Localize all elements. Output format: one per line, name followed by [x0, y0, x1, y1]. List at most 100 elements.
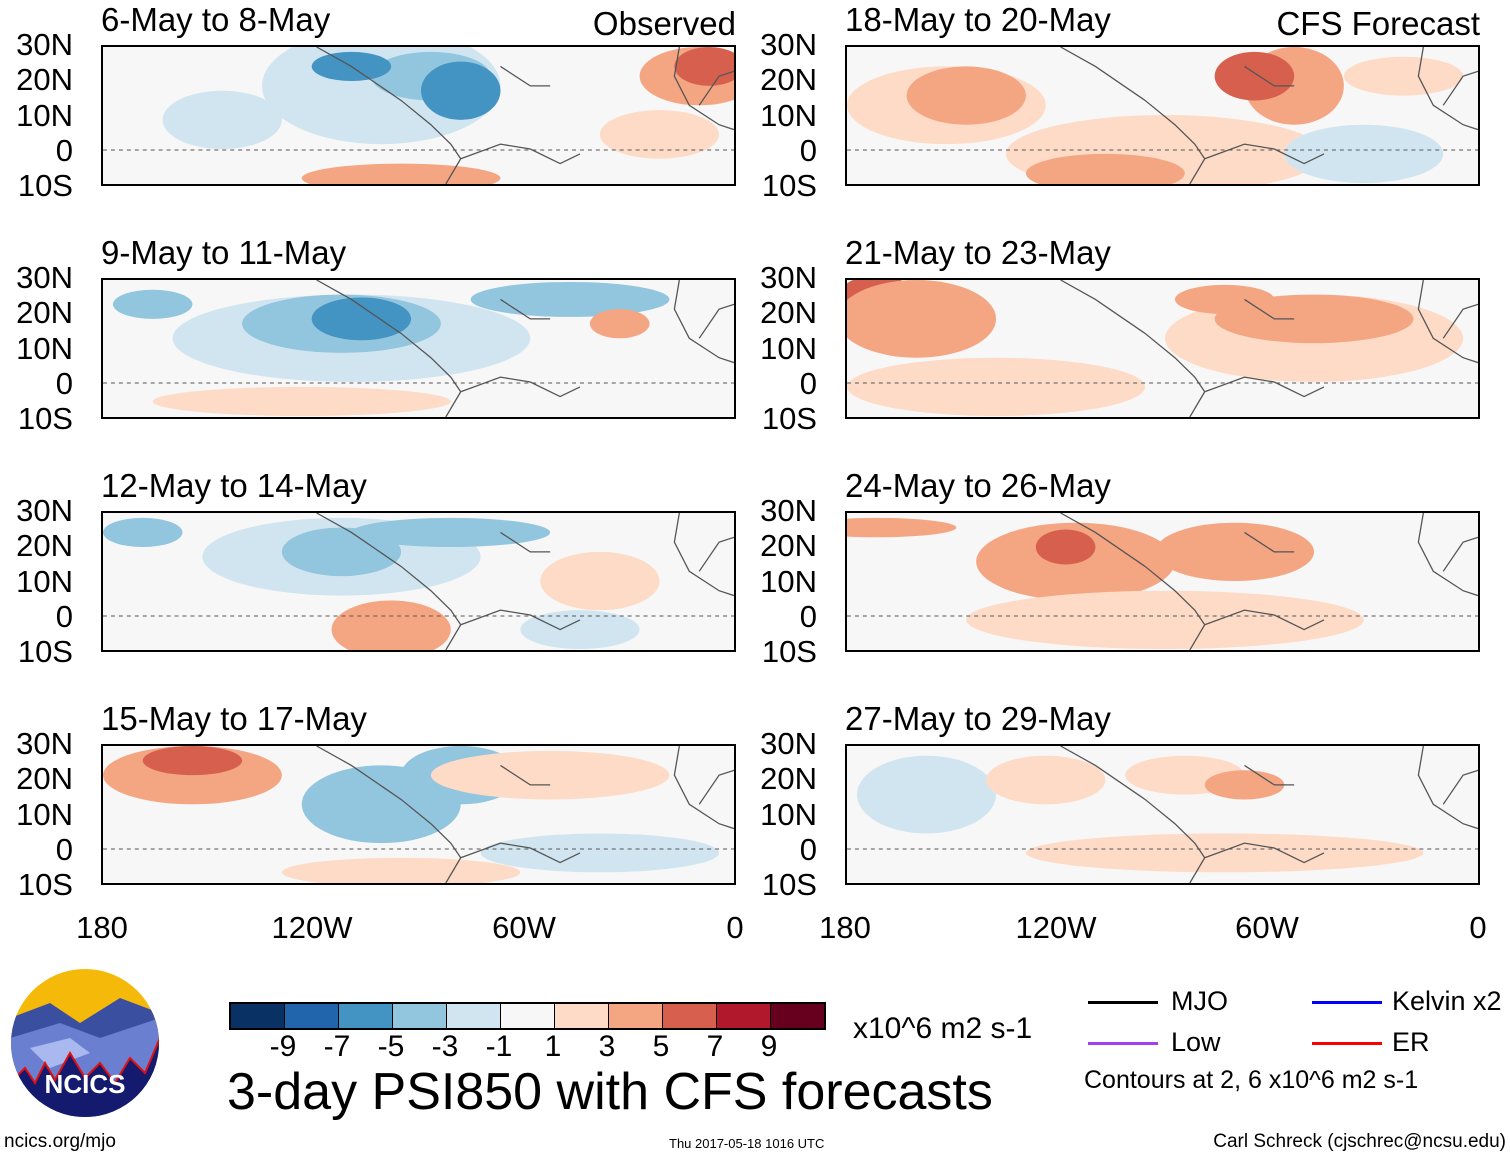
colorbar-swatch — [231, 1004, 285, 1028]
anomaly-region — [589, 309, 650, 339]
panel-title: 15-May to 17-May — [101, 700, 367, 737]
anomaly-region — [311, 297, 412, 341]
legend-mjo-line — [1088, 1001, 1158, 1004]
lon-label: 0 — [726, 910, 744, 945]
colorbar-swatch — [555, 1004, 609, 1028]
lat-label: 20N — [16, 528, 73, 564]
map-panel — [845, 45, 1480, 186]
anomaly-region — [301, 163, 501, 184]
lat-label: 20N — [16, 295, 73, 331]
footer-author: Carl Schreck (cjschrec@ncsu.edu) — [1213, 1131, 1506, 1152]
legend-low-label: Low — [1171, 1027, 1221, 1057]
legend-mjo-label: MJO — [1171, 986, 1228, 1016]
lat-label: 10S — [761, 168, 817, 204]
lon-label: 0 — [1469, 910, 1487, 945]
anomaly-region — [1284, 124, 1444, 184]
anomaly-region — [1035, 529, 1096, 565]
anomaly-region — [847, 280, 997, 358]
anomaly-region — [430, 750, 670, 800]
colorbar-units: x10^6 m2 s-1 — [853, 1012, 1033, 1045]
lon-label: 120W — [1015, 910, 1097, 945]
anomaly-region — [847, 517, 957, 538]
lon-label: 120W — [271, 910, 353, 945]
colorbar-swatch — [501, 1004, 555, 1028]
map-panel — [845, 278, 1480, 419]
map-panel — [101, 278, 736, 419]
lat-label: 20N — [760, 528, 817, 564]
anomaly-region — [420, 61, 501, 120]
lat-label: 30N — [16, 493, 73, 528]
figure-title: 3-day PSI850 with CFS forecasts — [227, 1063, 993, 1121]
lon-label: 180 — [76, 910, 128, 945]
lat-label: 30N — [760, 726, 817, 761]
anomaly-region — [966, 590, 1364, 650]
lat-label: 0 — [55, 132, 73, 168]
anomaly-region — [152, 386, 451, 417]
lat-label: 10N — [16, 330, 73, 366]
colorbar-tick-label: -3 — [431, 1030, 459, 1063]
coastline — [316, 746, 734, 883]
coastline — [1060, 280, 1478, 417]
colorbar-swatch — [447, 1004, 501, 1028]
panel-title: 21-May to 23-May — [845, 234, 1111, 271]
panel-title: 6-May to 8-May — [101, 1, 331, 38]
legend-er-label: ER — [1392, 1027, 1430, 1057]
map-panel — [101, 511, 736, 652]
colorbar-swatch — [339, 1004, 393, 1028]
anomaly-region — [1025, 153, 1185, 184]
panel-title: 9-May to 11-May — [101, 234, 347, 271]
panel-label: Observed — [592, 5, 736, 42]
anomaly-region — [847, 357, 1146, 417]
anomaly-region — [103, 517, 183, 548]
lat-label: 10S — [761, 867, 817, 903]
lat-label: 10N — [16, 563, 73, 599]
colorbar-tick-label: -9 — [269, 1030, 297, 1063]
anomaly-region — [162, 90, 282, 150]
map-panel — [101, 744, 736, 885]
contour-note: Contours at 2, 6 x10^6 m2 s-1 — [1084, 1066, 1419, 1094]
anomaly-region — [331, 600, 451, 650]
lat-label: 10N — [760, 330, 817, 366]
lat-label: 0 — [55, 831, 73, 867]
lat-label: 0 — [799, 132, 817, 168]
panel-title: 18-May to 20-May — [845, 1, 1111, 38]
colorbar-swatch — [717, 1004, 771, 1028]
anomaly-region — [470, 281, 670, 317]
lat-label: 30N — [760, 27, 817, 62]
lat-label: 10S — [17, 867, 73, 903]
anomaly-region — [1155, 522, 1315, 582]
footer-timestamp: Thu 2017-05-18 1016 UTC — [669, 1136, 825, 1151]
anomaly-region — [540, 551, 660, 611]
anomaly-region — [599, 110, 720, 159]
anomaly-region — [351, 517, 551, 548]
lat-label: 10N — [16, 97, 73, 133]
lat-label: 30N — [16, 27, 73, 62]
anomaly-region — [1025, 833, 1424, 873]
lat-label: 30N — [760, 260, 817, 295]
lat-label: 10N — [760, 563, 817, 599]
lat-label: 10S — [761, 634, 817, 670]
lat-label: 30N — [16, 260, 73, 295]
legend-low-line — [1088, 1042, 1158, 1045]
map-panel — [101, 45, 736, 186]
map-panel — [845, 744, 1480, 885]
footer-url[interactable]: ncics.org/mjo — [4, 1131, 116, 1152]
anomaly-region — [1204, 770, 1285, 800]
lat-label: 0 — [799, 365, 817, 401]
legend-kelvin-label: Kelvin x2 — [1392, 986, 1502, 1016]
lon-label: 180 — [819, 910, 871, 945]
colorbar-swatch — [393, 1004, 447, 1028]
lat-label: 30N — [760, 493, 817, 528]
anomaly-region — [856, 755, 997, 834]
lat-label: 10S — [17, 634, 73, 670]
coastline — [1060, 746, 1478, 883]
coastline — [1060, 47, 1478, 184]
panel-label: CFS Forecast — [1276, 5, 1480, 42]
lon-label: 60W — [1235, 910, 1299, 945]
anomaly-region — [281, 857, 521, 883]
lat-label: 10S — [761, 401, 817, 437]
anomaly-region — [480, 833, 720, 873]
legend-er-line — [1312, 1042, 1382, 1045]
colorbar-tick-label: 1 — [544, 1030, 562, 1063]
